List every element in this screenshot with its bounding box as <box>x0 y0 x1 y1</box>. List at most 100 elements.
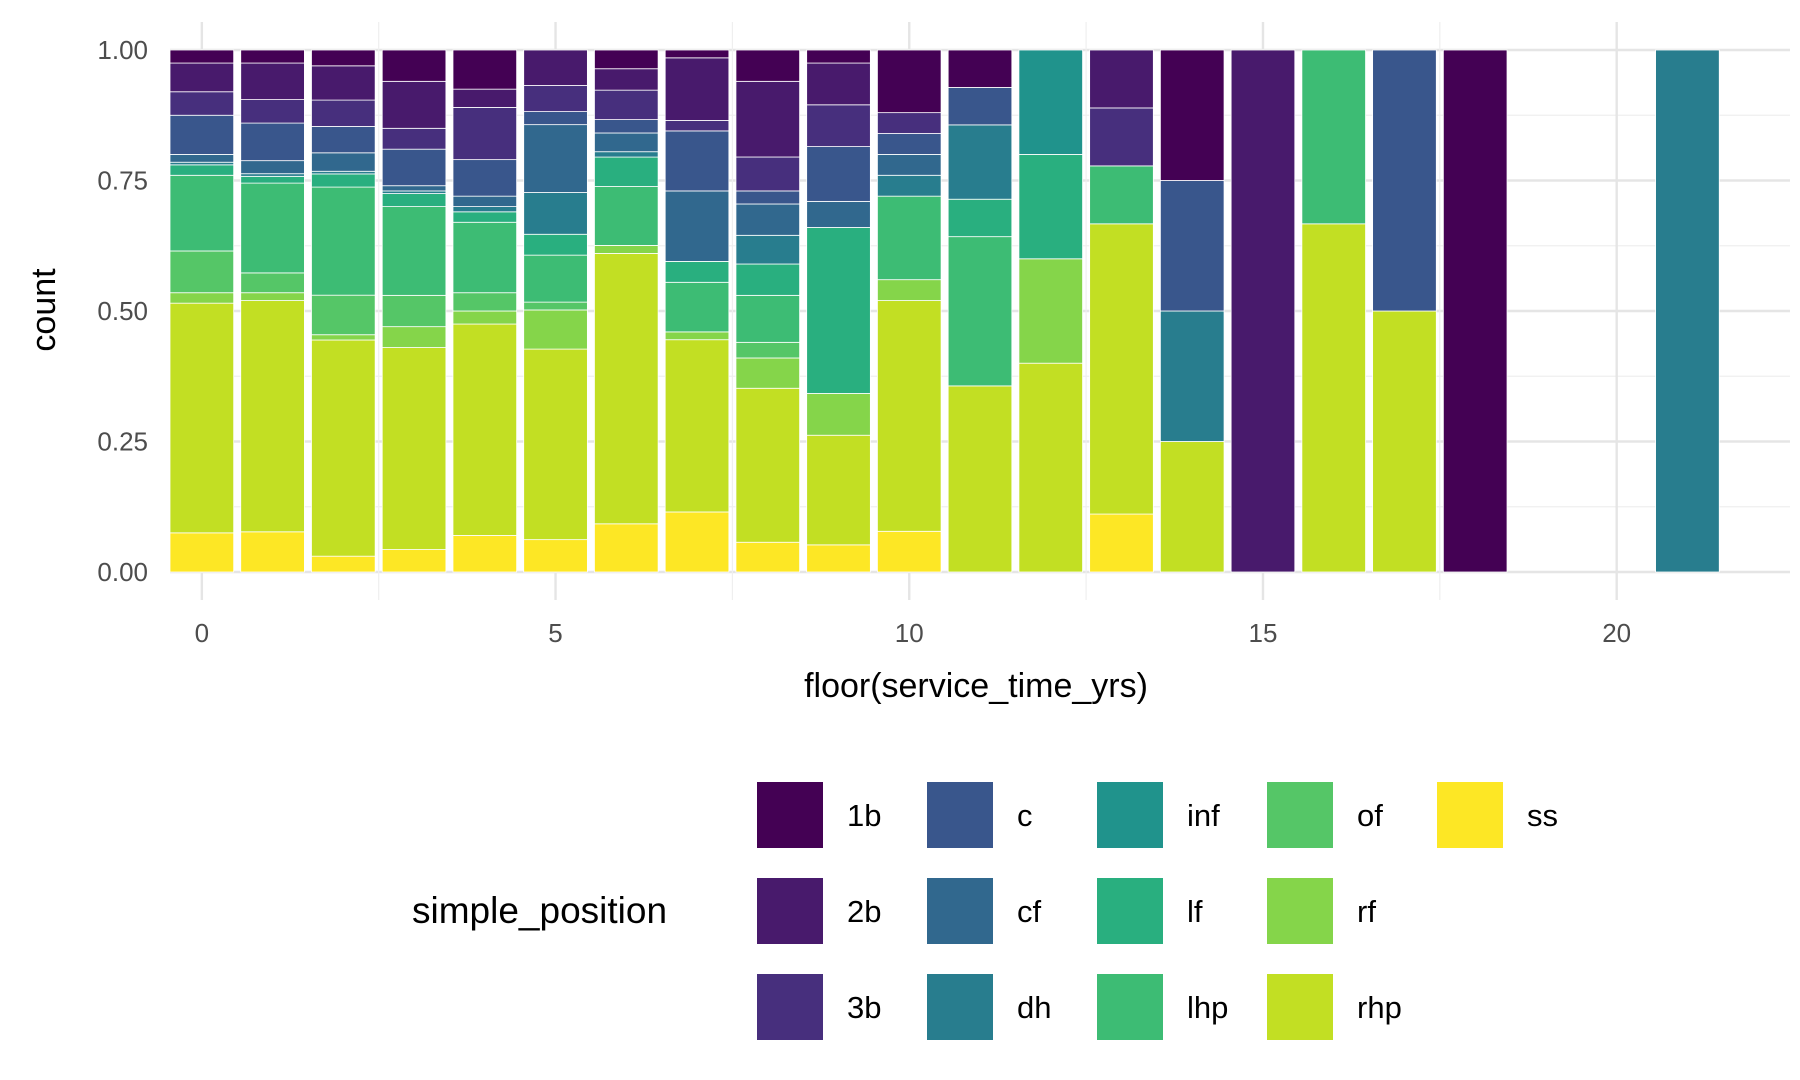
bar-segment-6-lf <box>594 156 659 187</box>
bar-segment-2-lhp <box>311 186 376 296</box>
bar-segment-10-1b <box>877 49 942 114</box>
bar-segment-10-3b <box>877 112 942 134</box>
bar-segment-7-2b <box>664 57 730 121</box>
x-tick-label: 5 <box>548 618 562 648</box>
legend: simple_position 1b 2b 3b c cf dh inf lf lhp of rf r… <box>412 782 1558 1040</box>
bar-segment-4-3b <box>452 107 518 161</box>
bar-segment-7-lf <box>664 261 730 283</box>
bar-segment-10-cf <box>877 153 942 176</box>
bar-segment-5-lhp <box>523 254 588 303</box>
bar-segment-5-rf <box>523 309 588 350</box>
bar-segment-1-3b <box>240 99 305 124</box>
legend-label-ss: ss <box>1527 798 1558 833</box>
bar-segment-0-3b <box>169 91 235 116</box>
bar-segment-5-of <box>523 301 588 311</box>
bar-segment-11-lf <box>947 198 1013 238</box>
bar-segment-0-c <box>169 114 235 155</box>
legend-key-lhp <box>1097 974 1163 1040</box>
bar-segment-3-ss <box>381 549 447 573</box>
legend-key-2b <box>757 878 823 944</box>
bar-segment-3-2b <box>381 80 447 129</box>
bar-segment-3-rhp <box>381 347 447 550</box>
bar-segment-1-of <box>240 272 305 294</box>
x-tick-label: 10 <box>895 618 924 648</box>
bar-segment-3-3b <box>381 127 447 150</box>
bars <box>169 49 1720 573</box>
bar-segment-5-3b <box>523 85 588 112</box>
bar-segment-11-dh <box>947 124 1013 200</box>
bar-segment-7-ss <box>664 511 730 573</box>
bar-segment-13-2b <box>1089 49 1154 109</box>
bar-segment-10-rf <box>877 279 942 301</box>
bar-segment-8-rhp <box>735 387 801 543</box>
legend-label-rhp: rhp <box>1357 990 1402 1025</box>
bar-segment-7-rf <box>664 331 730 341</box>
x-tick-label: 0 <box>195 618 209 648</box>
bar-segment-6-2b <box>594 68 659 91</box>
legend-label-dh: dh <box>1017 990 1051 1025</box>
legend-key-dh <box>927 974 993 1040</box>
bar-segment-0-cf <box>169 153 235 163</box>
bar-segment-12-lf <box>1018 153 1083 260</box>
legend-key-ss <box>1437 782 1503 848</box>
bar-segment-2-rf <box>311 334 376 341</box>
bar-segment-4-2b <box>452 88 518 108</box>
bar-segment-11-lhp <box>947 236 1013 387</box>
bar-segment-7-lhp <box>664 281 730 333</box>
legend-key-1b <box>757 782 823 848</box>
bar-segment-7-c <box>664 130 730 192</box>
bar-segment-3-lhp <box>381 206 447 296</box>
bar-segment-18-1b <box>1442 49 1508 573</box>
y-tick-label: 0.75 <box>97 166 148 196</box>
bar-segment-1-1b <box>240 49 305 64</box>
legend-title: simple_position <box>412 890 667 931</box>
bar-segment-3-cf <box>381 185 447 192</box>
bar-segment-4-ss <box>452 535 518 573</box>
bar-segment-1-2b <box>240 62 305 100</box>
legend-key-3b <box>757 974 823 1040</box>
bar-segment-10-c <box>877 133 942 155</box>
bar-segment-0-lhp <box>169 174 235 252</box>
bar-segment-6-c <box>594 119 659 134</box>
bar-segment-5-rhp <box>523 348 588 541</box>
bar-segment-15-2b <box>1230 49 1296 573</box>
bar-segment-11-1b <box>947 49 1013 88</box>
bar-segment-4-lhp <box>452 221 518 294</box>
legend-key-of <box>1267 782 1333 848</box>
bar-segment-1-ss <box>240 531 305 573</box>
bar-segment-11-rhp <box>947 385 1013 573</box>
bar-segment-14-1b <box>1159 49 1225 181</box>
bar-segment-9-2b <box>806 62 871 106</box>
bar-segment-8-3b <box>735 156 801 192</box>
bar-segment-9-cf <box>806 200 871 228</box>
legend-key-c <box>927 782 993 848</box>
bar-segment-0-lf <box>169 164 235 176</box>
legend-label-3b: 3b <box>847 990 881 1025</box>
bar-segment-2-1b <box>311 49 376 67</box>
legend-label-2b: 2b <box>847 894 881 929</box>
x-tick-label: 20 <box>1602 618 1631 648</box>
bar-segment-8-c <box>735 190 801 205</box>
bar-segment-10-rhp <box>877 300 942 532</box>
legend-label-cf: cf <box>1017 894 1042 929</box>
bar-segment-2-rhp <box>311 339 376 557</box>
bar-segment-3-lf <box>381 193 447 208</box>
bar-segment-10-dh <box>877 174 942 197</box>
bar-segment-21-dh <box>1655 49 1720 573</box>
legend-key-lf <box>1097 878 1163 944</box>
bar-segment-6-lhp <box>594 186 659 246</box>
bar-segment-8-lhp <box>735 294 801 343</box>
legend-label-inf: inf <box>1187 798 1220 833</box>
legend-label-of: of <box>1357 798 1383 833</box>
bar-segment-5-ss <box>523 539 588 573</box>
legend-label-lf: lf <box>1187 894 1203 929</box>
bar-segment-0-2b <box>169 62 235 93</box>
bar-segment-14-c <box>1159 180 1225 312</box>
bar-segment-4-lf <box>452 211 518 223</box>
bar-segment-2-of <box>311 294 376 336</box>
x-axis-ticks: 0 5 10 15 20 <box>195 618 1632 648</box>
bar-segment-12-rhp <box>1018 362 1083 573</box>
bar-segment-2-ss <box>311 555 376 573</box>
bar-segment-12-rf <box>1018 258 1083 364</box>
